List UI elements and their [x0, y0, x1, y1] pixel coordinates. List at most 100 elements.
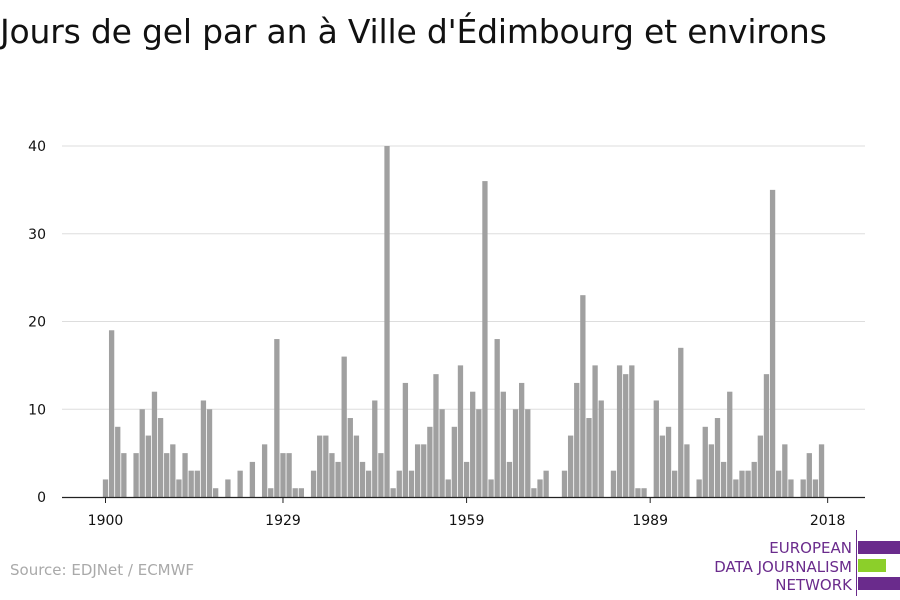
bar-1905: [133, 453, 139, 497]
bar-1963: [488, 479, 494, 497]
bar-1910: [164, 453, 170, 497]
bar-1927: [268, 488, 274, 497]
bar-2015: [806, 453, 812, 497]
bar-1920: [225, 479, 231, 497]
y-tick-label-0: 0: [37, 490, 46, 506]
bar-1946: [384, 146, 390, 497]
bar-2000: [714, 418, 721, 497]
bar-1986: [629, 365, 635, 497]
y-tick-label-30: 30: [28, 227, 46, 243]
bar-2017: [818, 444, 825, 497]
bar-1931: [292, 488, 298, 497]
bar-1929: [280, 453, 286, 497]
bar-1994: [678, 347, 684, 497]
edjnet-logo[interactable]: EUROPEAN DATA JOURNALISM NETWORK: [708, 530, 900, 596]
bar-1952: [421, 444, 427, 497]
bar-1912: [176, 479, 182, 497]
bar-2003: [733, 479, 739, 497]
bar-1930: [286, 453, 292, 497]
bar-1926: [261, 444, 268, 497]
bar-1960: [470, 391, 476, 497]
bar-1958: [457, 365, 464, 497]
bar-1938: [335, 461, 341, 497]
bar-1976: [567, 435, 574, 497]
bar-2001: [720, 461, 727, 497]
gridlines: [62, 145, 865, 410]
logo-text-line-3: NETWORK: [775, 576, 852, 594]
bar-1992: [665, 426, 672, 497]
bar-2005: [745, 470, 751, 497]
bar-1951: [414, 444, 421, 497]
bar-1997: [696, 479, 702, 497]
bar-1909: [157, 418, 164, 497]
bar-1971: [537, 479, 543, 497]
chart-title: Jours de gel par an à Ville d'Édimbourg …: [0, 12, 827, 51]
bar-1948: [396, 470, 402, 497]
bar-1906: [139, 409, 145, 497]
bars: [102, 146, 825, 497]
bar-1953: [427, 426, 433, 497]
logo-divider: [856, 530, 857, 596]
bar-1985: [623, 374, 629, 497]
bar-1936: [323, 435, 329, 497]
bar-1977: [574, 382, 580, 497]
bar-1918: [213, 488, 219, 497]
bar-1942: [359, 461, 366, 497]
axes: 0 10 20 30 40 1900 1929 1959 1989 2018: [28, 139, 865, 529]
bar-2012: [788, 479, 794, 497]
bar-1988: [641, 488, 647, 497]
bar-1947: [390, 488, 396, 497]
bar-1983: [610, 470, 617, 497]
bar-1937: [329, 453, 335, 497]
bar-2009: [769, 189, 776, 497]
bar-1980: [592, 365, 598, 497]
bar-1990: [653, 400, 659, 497]
x-tick-label-2018: 2018: [810, 513, 846, 529]
bar-1902: [115, 426, 121, 497]
bar-2014: [800, 479, 806, 497]
logo-green-bar: [858, 559, 886, 572]
bar-1944: [372, 400, 378, 497]
bar-1978: [580, 295, 586, 497]
bar-1907: [145, 435, 151, 497]
bar-1991: [659, 435, 666, 497]
x-tick-label-1959: 1959: [449, 513, 485, 529]
bar-1955: [439, 409, 445, 497]
bar-1939: [341, 356, 347, 497]
bar-1903: [121, 453, 127, 497]
bar-1935: [317, 435, 323, 497]
bar-1984: [616, 365, 623, 497]
bar-1981: [598, 400, 604, 497]
bar-1941: [353, 435, 360, 497]
bar-1914: [188, 470, 194, 497]
bar-1917: [206, 409, 213, 497]
bar-1945: [378, 453, 384, 497]
source-note: Source: EDJNet / ECMWF: [10, 561, 195, 579]
bar-1968: [519, 382, 525, 497]
bar-1965: [500, 391, 506, 497]
bar-2008: [763, 374, 770, 497]
bar-1913: [182, 453, 188, 497]
bar-1950: [408, 470, 415, 497]
bar-1961: [476, 409, 482, 497]
bar-1924: [249, 461, 256, 497]
bar-1959: [463, 461, 470, 497]
bar-2007: [757, 435, 763, 497]
y-tick-label-40: 40: [28, 139, 46, 155]
bar-2004: [739, 470, 745, 497]
bar-1949: [402, 382, 409, 497]
bar-1966: [506, 461, 513, 497]
logo-text-line-1: EUROPEAN: [769, 539, 852, 557]
bar-1932: [298, 488, 304, 497]
bar-1979: [586, 418, 592, 497]
bar-1954: [433, 374, 439, 497]
bar-1915: [194, 470, 200, 497]
bar-1911: [170, 444, 176, 497]
bar-1972: [543, 470, 549, 497]
bar-1922: [237, 470, 243, 497]
logo-purple-bar-top: [858, 541, 900, 554]
bar-1964: [494, 339, 500, 497]
bar-2006: [751, 461, 757, 497]
x-tick-label-1989: 1989: [632, 513, 668, 529]
bar-2002: [727, 391, 733, 497]
